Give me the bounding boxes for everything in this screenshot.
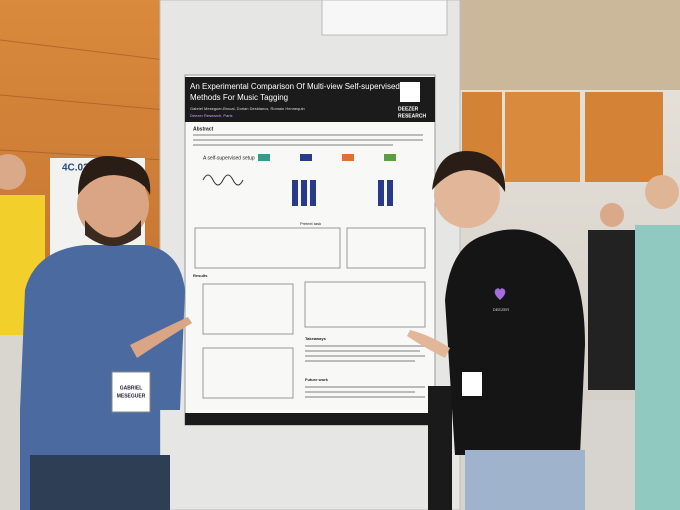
poster bbox=[184, 74, 436, 426]
poster-body bbox=[305, 386, 425, 398]
diagram-box bbox=[342, 154, 354, 161]
results-plots bbox=[202, 281, 426, 399]
diagram-blocks bbox=[292, 180, 393, 206]
figure bbox=[346, 227, 426, 269]
hoodie-heart bbox=[494, 288, 506, 300]
poster-affiliation: Deezer Research, Paris bbox=[190, 113, 232, 118]
section-heading: Abstract bbox=[193, 126, 214, 132]
paper-note bbox=[321, 0, 448, 36]
person-background bbox=[635, 225, 680, 510]
badge-text: MESEGUER bbox=[117, 393, 146, 399]
person-right-hair bbox=[432, 151, 506, 192]
figure bbox=[194, 227, 341, 269]
waveform bbox=[202, 174, 244, 186]
poster-body bbox=[193, 134, 423, 146]
person-background bbox=[0, 154, 26, 190]
person-left-head bbox=[77, 169, 149, 241]
diagram-box bbox=[258, 154, 270, 161]
wood-panel bbox=[505, 92, 580, 182]
section-heading: Future work bbox=[305, 377, 329, 382]
person-background bbox=[588, 230, 638, 390]
badge-text: GABRIEL bbox=[120, 385, 143, 391]
poster-logo: RESEARCH bbox=[398, 113, 426, 119]
person-left-arm bbox=[130, 317, 192, 358]
bollard bbox=[428, 386, 452, 510]
poster-title: An Experimental Comparison Of Multi-view… bbox=[190, 82, 400, 91]
diagram-box bbox=[384, 154, 396, 161]
poster-body bbox=[305, 345, 425, 362]
poster-logo: DEEZER bbox=[398, 106, 419, 112]
poster-title: Methods For Music Tagging bbox=[190, 93, 288, 102]
poster-header bbox=[185, 77, 435, 122]
booth-sign: 4C.03 bbox=[62, 163, 89, 174]
diagram-box bbox=[300, 154, 312, 161]
person-right-hoodie bbox=[445, 229, 585, 455]
poster-footer bbox=[185, 413, 435, 425]
poster-authors: Gabriel Meseguer-Brocal, Dorian Desblanc… bbox=[190, 106, 305, 111]
qr-code bbox=[400, 82, 420, 102]
section-heading: Pretext task bbox=[300, 221, 321, 226]
person-left-beard bbox=[85, 220, 141, 246]
ceiling bbox=[460, 0, 680, 90]
name-badge bbox=[111, 371, 151, 413]
person-background bbox=[645, 175, 679, 209]
hoodie-logo: DEEZER bbox=[493, 307, 509, 312]
section-heading: Takeaways bbox=[305, 336, 327, 341]
name-badge bbox=[462, 372, 482, 396]
person-left-jeans bbox=[30, 455, 170, 510]
person-left-hair bbox=[78, 156, 151, 195]
person-right-arm bbox=[407, 330, 450, 358]
person-background bbox=[600, 203, 624, 227]
person-left-shirt bbox=[20, 245, 185, 510]
wood-panel bbox=[585, 92, 663, 182]
person-right-head bbox=[434, 162, 500, 228]
section-heading: Results bbox=[193, 273, 208, 278]
person-right-jeans bbox=[465, 450, 585, 510]
section-heading: A self-supervised setup bbox=[203, 155, 255, 161]
